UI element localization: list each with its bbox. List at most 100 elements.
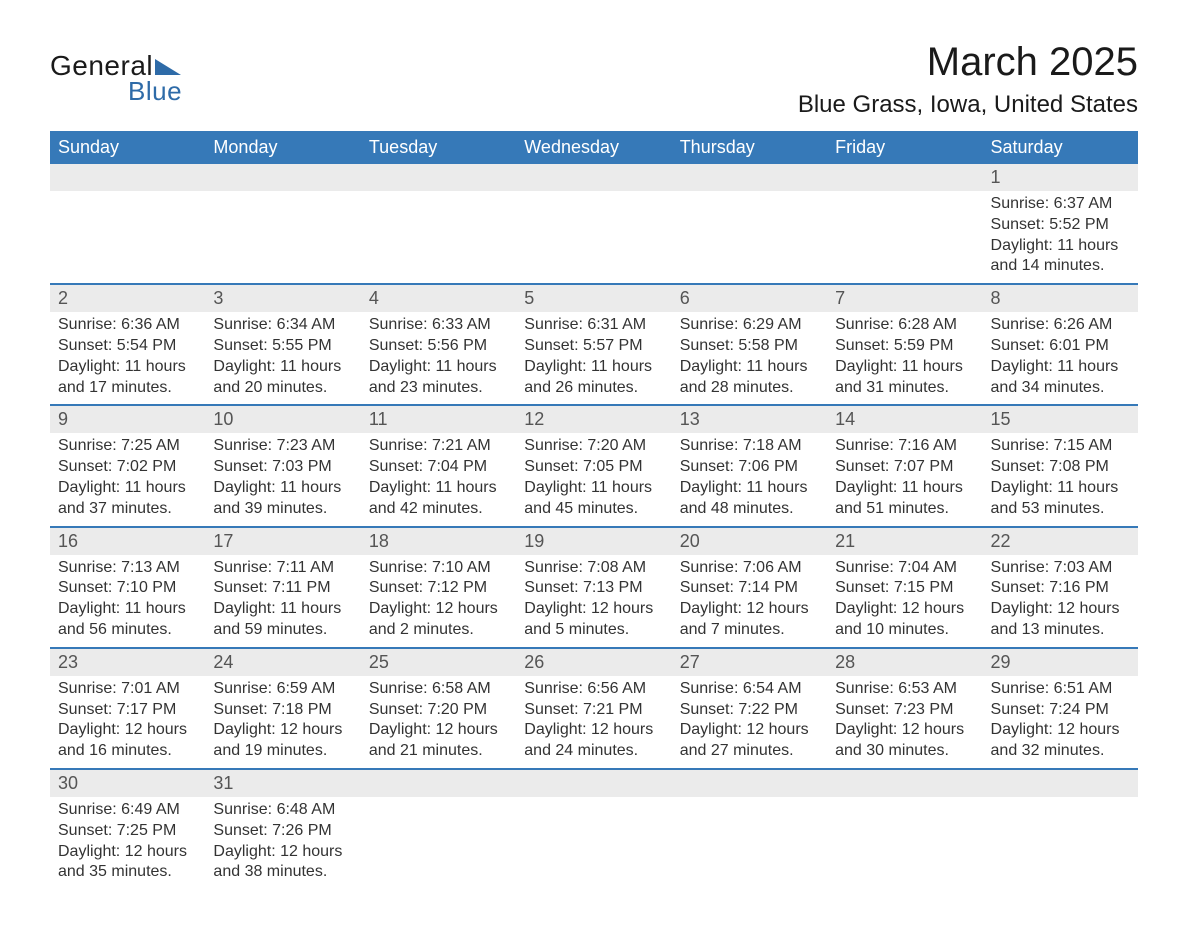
sunset-line: Sunset: 6:01 PM [991, 336, 1130, 357]
calendar-cell [361, 164, 516, 284]
calendar-table: SundayMondayTuesdayWednesdayThursdayFrid… [50, 131, 1138, 889]
calendar-cell [50, 164, 205, 284]
dow-header: Saturday [983, 131, 1138, 164]
sunrise-line: Sunrise: 6:37 AM [991, 194, 1130, 215]
day-number: 21 [827, 528, 982, 555]
daylight-line: Daylight: 11 hours and 37 minutes. [58, 478, 197, 520]
calendar-cell [827, 164, 982, 284]
calendar-week-row: 23Sunrise: 7:01 AMSunset: 7:17 PMDayligh… [50, 648, 1138, 769]
logo: General Blue [50, 50, 182, 107]
day-body: Sunrise: 6:29 AMSunset: 5:58 PMDaylight:… [672, 312, 827, 404]
calendar-cell: 14Sunrise: 7:16 AMSunset: 7:07 PMDayligh… [827, 405, 982, 526]
sunset-line: Sunset: 7:07 PM [835, 457, 974, 478]
day-number: 13 [672, 406, 827, 433]
calendar-cell: 6Sunrise: 6:29 AMSunset: 5:58 PMDaylight… [672, 284, 827, 405]
day-body: Sunrise: 7:10 AMSunset: 7:12 PMDaylight:… [361, 555, 516, 647]
day-number [516, 164, 671, 191]
daylight-line: Daylight: 12 hours and 2 minutes. [369, 599, 508, 641]
daylight-line: Daylight: 12 hours and 5 minutes. [524, 599, 663, 641]
sunset-line: Sunset: 5:54 PM [58, 336, 197, 357]
sunset-line: Sunset: 7:05 PM [524, 457, 663, 478]
sunset-line: Sunset: 7:22 PM [680, 700, 819, 721]
sunrise-line: Sunrise: 7:06 AM [680, 558, 819, 579]
day-number [361, 770, 516, 797]
header: General Blue March 2025 Blue Grass, Iowa… [50, 40, 1138, 119]
sunrise-line: Sunrise: 7:18 AM [680, 436, 819, 457]
sunrise-line: Sunrise: 6:33 AM [369, 315, 508, 336]
day-number: 23 [50, 649, 205, 676]
daylight-line: Daylight: 12 hours and 13 minutes. [991, 599, 1130, 641]
sunrise-line: Sunrise: 7:01 AM [58, 679, 197, 700]
calendar-cell [516, 769, 671, 889]
sunset-line: Sunset: 7:14 PM [680, 578, 819, 599]
sunset-line: Sunset: 7:12 PM [369, 578, 508, 599]
day-number: 14 [827, 406, 982, 433]
dow-header: Thursday [672, 131, 827, 164]
day-body [827, 191, 982, 200]
day-body: Sunrise: 7:13 AMSunset: 7:10 PMDaylight:… [50, 555, 205, 647]
daylight-line: Daylight: 11 hours and 26 minutes. [524, 357, 663, 399]
calendar-cell: 29Sunrise: 6:51 AMSunset: 7:24 PMDayligh… [983, 648, 1138, 769]
day-body [516, 191, 671, 200]
sunset-line: Sunset: 7:10 PM [58, 578, 197, 599]
day-number: 27 [672, 649, 827, 676]
sunrise-line: Sunrise: 6:53 AM [835, 679, 974, 700]
calendar-cell: 28Sunrise: 6:53 AMSunset: 7:23 PMDayligh… [827, 648, 982, 769]
day-body: Sunrise: 7:08 AMSunset: 7:13 PMDaylight:… [516, 555, 671, 647]
sunrise-line: Sunrise: 6:26 AM [991, 315, 1130, 336]
calendar-cell [516, 164, 671, 284]
dow-header: Wednesday [516, 131, 671, 164]
daylight-line: Daylight: 12 hours and 16 minutes. [58, 720, 197, 762]
sunrise-line: Sunrise: 7:13 AM [58, 558, 197, 579]
dow-header: Friday [827, 131, 982, 164]
sunrise-line: Sunrise: 6:54 AM [680, 679, 819, 700]
calendar-cell: 3Sunrise: 6:34 AMSunset: 5:55 PMDaylight… [205, 284, 360, 405]
daylight-line: Daylight: 11 hours and 31 minutes. [835, 357, 974, 399]
sunset-line: Sunset: 5:58 PM [680, 336, 819, 357]
daylight-line: Daylight: 12 hours and 10 minutes. [835, 599, 974, 641]
sunrise-line: Sunrise: 7:04 AM [835, 558, 974, 579]
day-number: 25 [361, 649, 516, 676]
sunrise-line: Sunrise: 6:58 AM [369, 679, 508, 700]
day-body: Sunrise: 7:18 AMSunset: 7:06 PMDaylight:… [672, 433, 827, 525]
logo-text-blue: Blue [128, 76, 182, 107]
calendar-week-row: 1Sunrise: 6:37 AMSunset: 5:52 PMDaylight… [50, 164, 1138, 284]
sunset-line: Sunset: 7:02 PM [58, 457, 197, 478]
calendar-week-row: 2Sunrise: 6:36 AMSunset: 5:54 PMDaylight… [50, 284, 1138, 405]
calendar-cell: 30Sunrise: 6:49 AMSunset: 7:25 PMDayligh… [50, 769, 205, 889]
daylight-line: Daylight: 11 hours and 39 minutes. [213, 478, 352, 520]
day-body [516, 797, 671, 806]
day-body: Sunrise: 6:31 AMSunset: 5:57 PMDaylight:… [516, 312, 671, 404]
day-number: 15 [983, 406, 1138, 433]
day-body [205, 191, 360, 200]
calendar-cell: 5Sunrise: 6:31 AMSunset: 5:57 PMDaylight… [516, 284, 671, 405]
day-body: Sunrise: 6:49 AMSunset: 7:25 PMDaylight:… [50, 797, 205, 889]
daylight-line: Daylight: 12 hours and 24 minutes. [524, 720, 663, 762]
calendar-cell: 27Sunrise: 6:54 AMSunset: 7:22 PMDayligh… [672, 648, 827, 769]
day-body: Sunrise: 7:01 AMSunset: 7:17 PMDaylight:… [50, 676, 205, 768]
day-number: 5 [516, 285, 671, 312]
daylight-line: Daylight: 12 hours and 32 minutes. [991, 720, 1130, 762]
sunset-line: Sunset: 5:56 PM [369, 336, 508, 357]
calendar-cell: 2Sunrise: 6:36 AMSunset: 5:54 PMDaylight… [50, 284, 205, 405]
sunrise-line: Sunrise: 6:51 AM [991, 679, 1130, 700]
sunrise-line: Sunrise: 6:31 AM [524, 315, 663, 336]
sunrise-line: Sunrise: 7:21 AM [369, 436, 508, 457]
calendar-cell: 1Sunrise: 6:37 AMSunset: 5:52 PMDaylight… [983, 164, 1138, 284]
sunrise-line: Sunrise: 6:49 AM [58, 800, 197, 821]
day-body: Sunrise: 7:03 AMSunset: 7:16 PMDaylight:… [983, 555, 1138, 647]
sunrise-line: Sunrise: 7:25 AM [58, 436, 197, 457]
sunrise-line: Sunrise: 7:11 AM [213, 558, 352, 579]
sunset-line: Sunset: 7:25 PM [58, 821, 197, 842]
day-body: Sunrise: 6:56 AMSunset: 7:21 PMDaylight:… [516, 676, 671, 768]
daylight-line: Daylight: 12 hours and 7 minutes. [680, 599, 819, 641]
calendar-cell: 20Sunrise: 7:06 AMSunset: 7:14 PMDayligh… [672, 527, 827, 648]
sunrise-line: Sunrise: 7:08 AM [524, 558, 663, 579]
sunset-line: Sunset: 7:26 PM [213, 821, 352, 842]
day-body: Sunrise: 6:53 AMSunset: 7:23 PMDaylight:… [827, 676, 982, 768]
day-number [50, 164, 205, 191]
day-number: 29 [983, 649, 1138, 676]
day-body [672, 191, 827, 200]
calendar-cell: 31Sunrise: 6:48 AMSunset: 7:26 PMDayligh… [205, 769, 360, 889]
day-body: Sunrise: 7:06 AMSunset: 7:14 PMDaylight:… [672, 555, 827, 647]
